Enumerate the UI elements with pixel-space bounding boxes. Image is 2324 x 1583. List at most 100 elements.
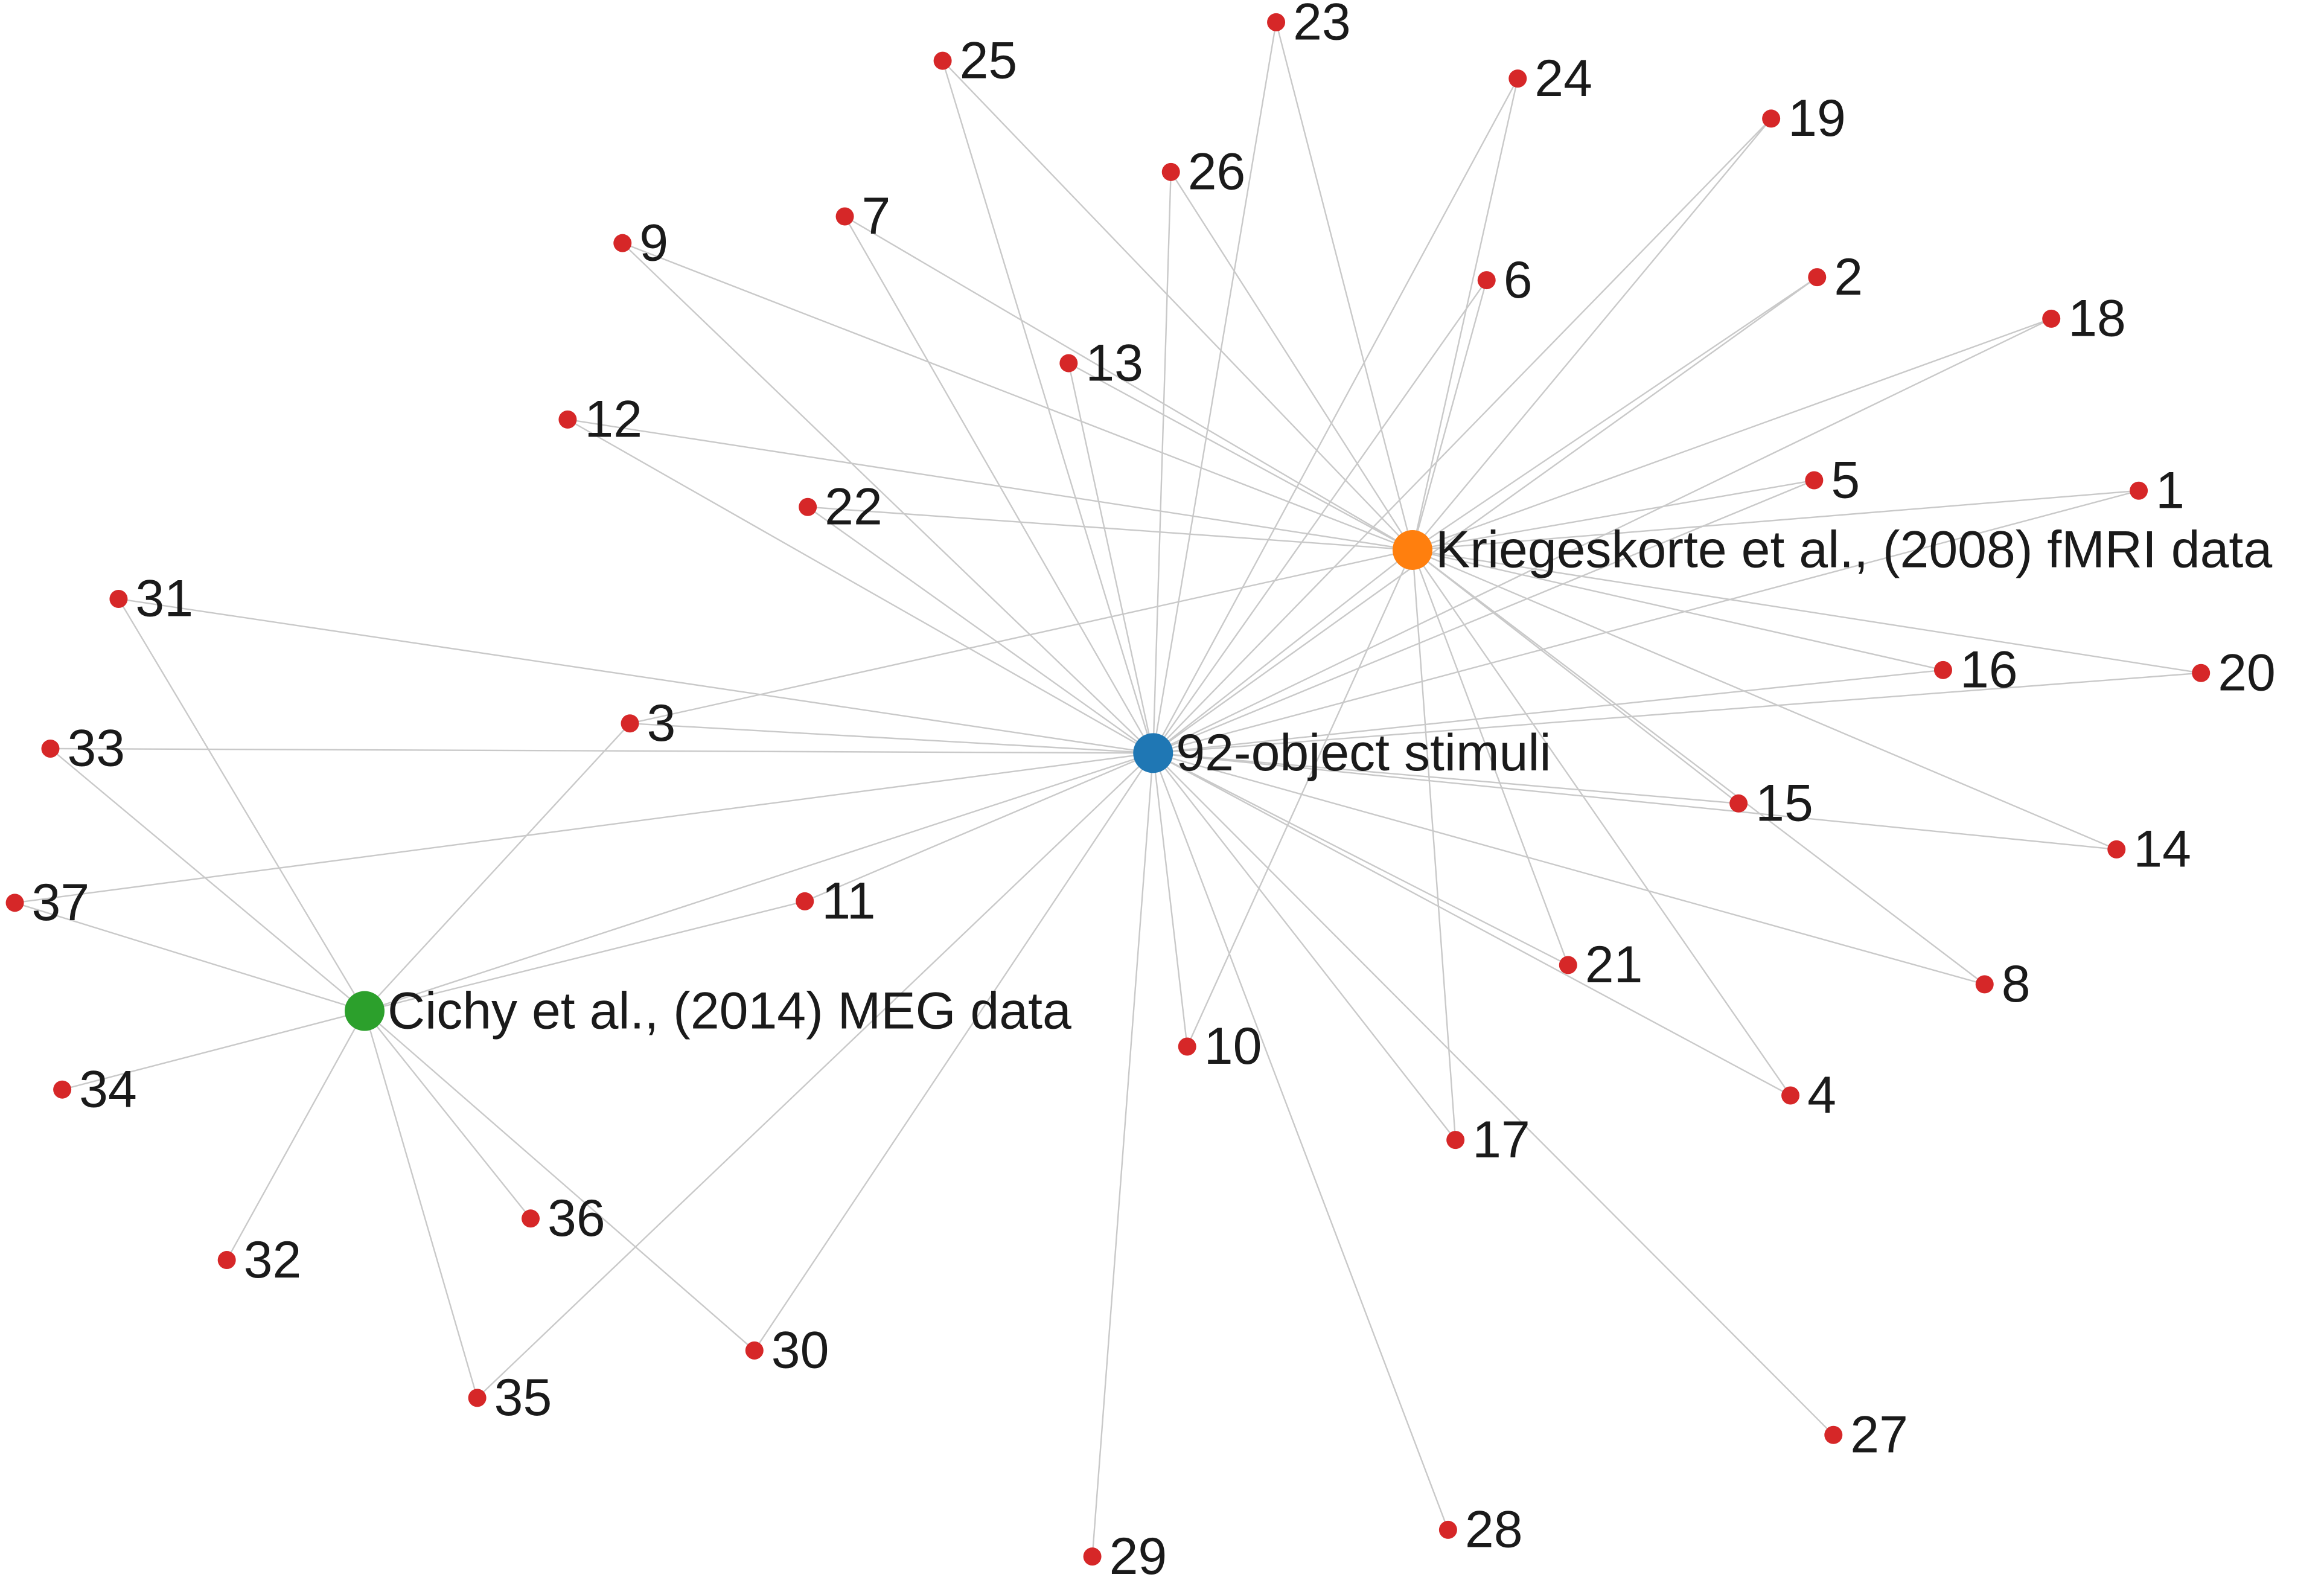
node-17[interactable]: 17: [1446, 1111, 1530, 1169]
node-dot[interactable]: [835, 207, 854, 226]
edge-stimuli-2: [1152, 277, 1818, 754]
node-34[interactable]: 34: [53, 1060, 137, 1118]
node-35[interactable]: 35: [468, 1369, 552, 1427]
hub-dot[interactable]: [345, 991, 385, 1031]
hub-dot[interactable]: [1133, 733, 1173, 773]
hub-fmri[interactable]: Kriegeskorte et al., (2008) fMRI data: [1392, 521, 2272, 579]
node-21[interactable]: 21: [1559, 936, 1643, 994]
node-dot[interactable]: [109, 589, 128, 608]
node-dot[interactable]: [53, 1080, 72, 1099]
node-3[interactable]: 3: [621, 694, 676, 752]
node-dot[interactable]: [799, 497, 817, 516]
node-dot[interactable]: [2130, 481, 2148, 500]
node-6[interactable]: 6: [1477, 251, 1533, 309]
node-33[interactable]: 33: [41, 720, 125, 778]
node-28[interactable]: 28: [1438, 1501, 1523, 1559]
node-dot[interactable]: [1508, 69, 1527, 88]
node-label: 10: [1204, 1017, 1262, 1075]
hub-meg[interactable]: Cichy et al., (2014) MEG data: [345, 982, 1071, 1040]
node-dot[interactable]: [1446, 1131, 1465, 1150]
node-dot[interactable]: [1438, 1520, 1457, 1539]
edge-stimuli-20: [1153, 672, 2201, 754]
edge-stimuli-11: [804, 752, 1154, 902]
nodes-layer: 1234567891011121314151617181920212223242…: [5, 0, 2276, 1583]
node-23[interactable]: 23: [1267, 0, 1351, 51]
node-26[interactable]: 26: [1161, 143, 1246, 201]
node-dot[interactable]: [1933, 660, 1952, 679]
edge-stimuli-26: [1152, 171, 1172, 753]
node-dot[interactable]: [1267, 13, 1286, 31]
node-11[interactable]: 11: [796, 872, 876, 930]
node-19[interactable]: 19: [1762, 89, 1846, 147]
node-10[interactable]: 10: [1178, 1017, 1262, 1075]
node-label: 35: [494, 1369, 552, 1427]
node-dot[interactable]: [217, 1251, 236, 1270]
node-dot[interactable]: [1781, 1086, 1800, 1105]
node-14[interactable]: 14: [2107, 820, 2191, 878]
node-4[interactable]: 4: [1781, 1066, 1836, 1124]
edge-meg-30: [364, 1010, 755, 1351]
node-1[interactable]: 1: [2130, 461, 2185, 519]
node-label: 32: [244, 1231, 302, 1289]
node-5[interactable]: 5: [1805, 451, 1860, 509]
node-dot[interactable]: [933, 51, 952, 70]
node-dot[interactable]: [1161, 162, 1180, 181]
node-dot[interactable]: [558, 410, 577, 429]
node-dot[interactable]: [1477, 271, 1496, 290]
hub-dot[interactable]: [1392, 529, 1432, 570]
node-label: 14: [2133, 820, 2191, 878]
node-dot[interactable]: [1975, 975, 1994, 994]
node-dot[interactable]: [745, 1341, 764, 1360]
node-label: 7: [862, 187, 891, 245]
node-label: 18: [2068, 290, 2126, 348]
node-18[interactable]: 18: [2042, 290, 2126, 348]
node-25[interactable]: 25: [933, 31, 1018, 89]
node-label: 20: [2218, 644, 2276, 702]
node-dot[interactable]: [468, 1389, 487, 1407]
node-16[interactable]: 16: [1933, 641, 2018, 699]
node-30[interactable]: 30: [745, 1322, 829, 1380]
node-37[interactable]: 37: [5, 874, 90, 932]
node-dot[interactable]: [1762, 109, 1781, 128]
edge-stimuli-18: [1152, 318, 2052, 754]
node-dot[interactable]: [613, 234, 632, 252]
node-dot[interactable]: [1083, 1547, 1102, 1566]
node-dot[interactable]: [1824, 1425, 1843, 1444]
node-13[interactable]: 13: [1059, 334, 1143, 392]
node-dot[interactable]: [1805, 471, 1824, 490]
node-36[interactable]: 36: [522, 1189, 605, 1247]
node-9[interactable]: 9: [613, 214, 668, 272]
node-31[interactable]: 31: [109, 570, 193, 628]
node-22[interactable]: 22: [799, 478, 883, 536]
node-dot[interactable]: [2107, 840, 2126, 859]
edge-fmri-8: [1412, 549, 1985, 985]
node-8[interactable]: 8: [1975, 955, 2031, 1013]
node-label: 27: [1850, 1406, 1908, 1464]
node-27[interactable]: 27: [1824, 1406, 1908, 1464]
node-dot[interactable]: [5, 894, 24, 912]
node-dot[interactable]: [1178, 1037, 1196, 1056]
node-dot[interactable]: [1729, 794, 1748, 813]
node-15[interactable]: 15: [1729, 775, 1813, 833]
node-label: 4: [1807, 1066, 1836, 1124]
node-label: 8: [2002, 955, 2031, 1013]
node-dot[interactable]: [2192, 664, 2211, 682]
hub-stimuli[interactable]: 92-object stimuli: [1133, 724, 1551, 782]
node-29[interactable]: 29: [1083, 1527, 1167, 1583]
node-dot[interactable]: [522, 1209, 540, 1228]
node-7[interactable]: 7: [835, 187, 891, 245]
node-20[interactable]: 20: [2192, 644, 2276, 702]
node-dot[interactable]: [1559, 956, 1577, 974]
node-dot[interactable]: [2042, 309, 2061, 328]
node-12[interactable]: 12: [558, 391, 642, 449]
node-dot[interactable]: [41, 739, 60, 758]
node-32[interactable]: 32: [217, 1231, 302, 1289]
edge-stimuli-4: [1152, 752, 1791, 1096]
node-dot[interactable]: [1059, 354, 1078, 373]
node-dot[interactable]: [796, 892, 814, 910]
node-2[interactable]: 2: [1808, 248, 1863, 306]
node-dot[interactable]: [621, 714, 639, 733]
node-dot[interactable]: [1808, 268, 1827, 287]
node-24[interactable]: 24: [1508, 50, 1592, 107]
